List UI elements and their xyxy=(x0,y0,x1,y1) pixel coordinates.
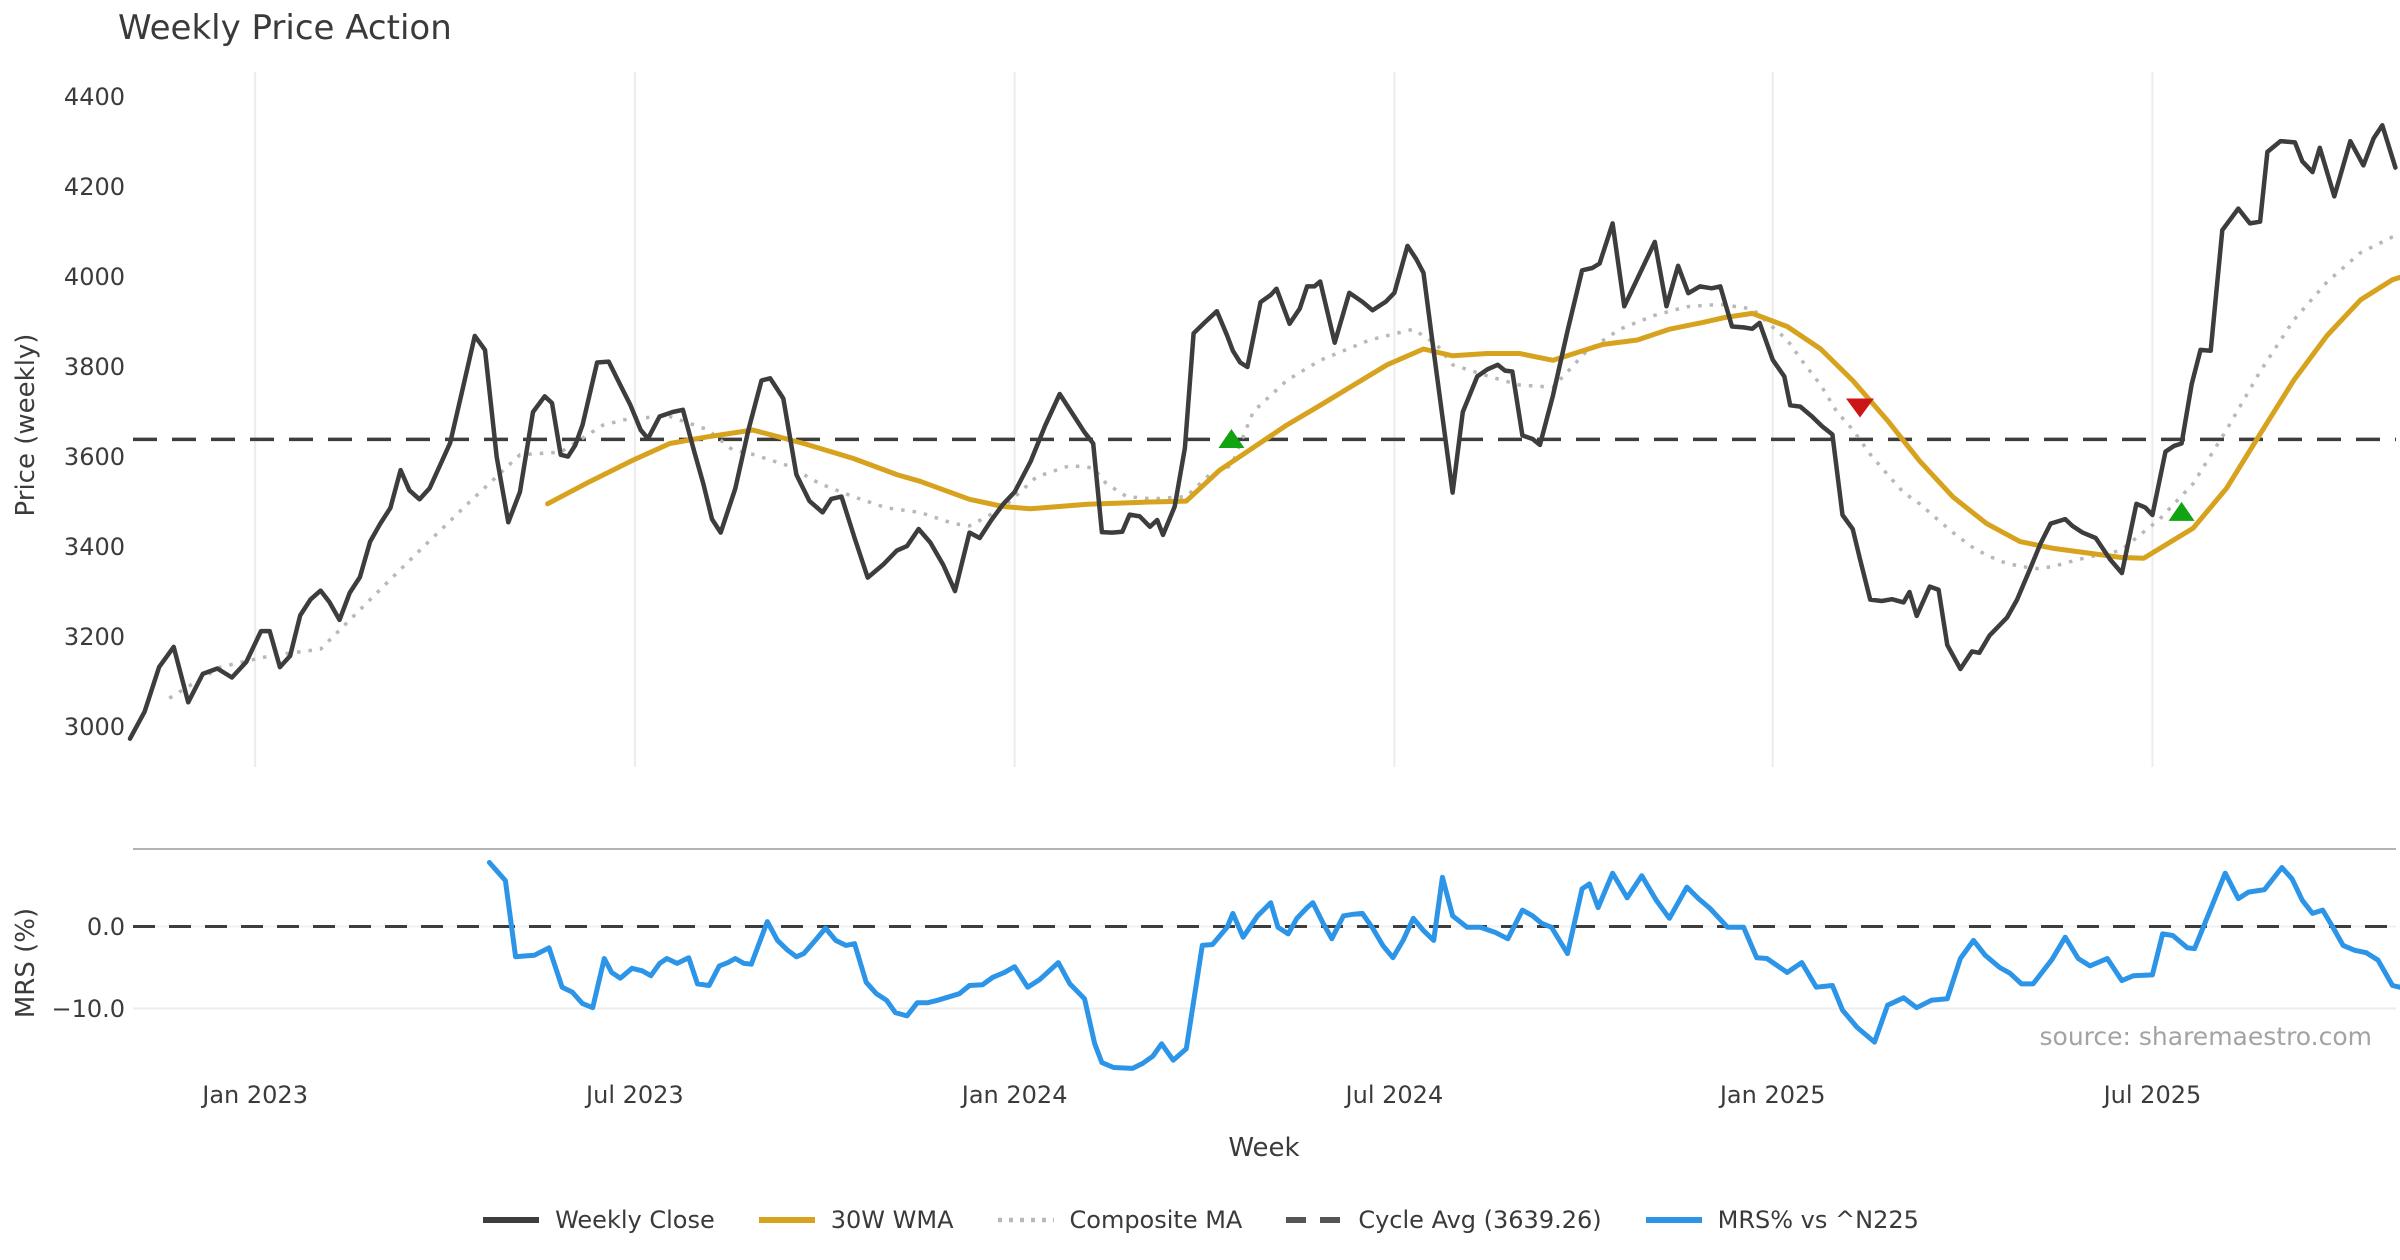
price-ytick-3600: 3600 xyxy=(63,443,125,471)
legend-label: Weekly Close xyxy=(555,1206,715,1234)
legend-swatch-solid xyxy=(758,1217,815,1223)
legend-label: MRS% vs ^N225 xyxy=(1717,1206,1919,1234)
legend-item-composite-ma: Composite MA xyxy=(996,1206,1243,1234)
source-attribution: source: sharemaestro.com xyxy=(2039,1022,2373,1051)
legend-swatch-dotted xyxy=(997,1217,1054,1223)
mrs-ytick--10: −10.0 xyxy=(51,994,125,1023)
legend-item-30w-wma: 30W WMA xyxy=(757,1206,954,1234)
weekly-close-line xyxy=(127,123,2398,741)
mrs-line xyxy=(486,860,2400,1071)
x-tick-jan-2024: Jan 2024 xyxy=(961,1081,1068,1109)
x-axis-label: Week xyxy=(1228,1133,1300,1163)
buy-signal-marker xyxy=(1218,429,1245,448)
x-tick-jul-2025: Jul 2025 xyxy=(2103,1081,2202,1109)
x-tick-jul-2024: Jul 2024 xyxy=(1345,1081,1444,1109)
x-tick-jul-2023: Jul 2023 xyxy=(586,1081,684,1109)
x-tick-jan-2023: Jan 2023 xyxy=(202,1081,308,1109)
legend-swatch-solid xyxy=(483,1217,540,1223)
legend-label: Cycle Avg (3639.26) xyxy=(1358,1206,1602,1234)
price-ytick-4200: 4200 xyxy=(63,173,125,201)
legend-swatch-dashed xyxy=(1286,1217,1343,1223)
chart-title: Weekly Price Action xyxy=(118,8,452,48)
composite-ma-line xyxy=(168,233,2400,700)
buy-signal-marker xyxy=(2168,501,2195,521)
price-ytick-3000: 3000 xyxy=(63,713,125,741)
price-ytick-3800: 3800 xyxy=(63,353,125,381)
price-ytick-4400: 4400 xyxy=(63,83,125,111)
wma-30w-line xyxy=(545,274,2400,561)
mrs-ytick-0: 0.0 xyxy=(86,912,125,941)
legend-label: Composite MA xyxy=(1069,1206,1243,1234)
price-ytick-3200: 3200 xyxy=(63,623,125,651)
legend-item-weekly-close: Weekly Close xyxy=(481,1206,715,1234)
legend-item-mrs-vs-n225: MRS% vs ^N225 xyxy=(1644,1206,1919,1234)
legend-item-cycle-avg-3639-26-: Cycle Avg (3639.26) xyxy=(1284,1206,1602,1234)
x-tick-jan-2025: Jan 2025 xyxy=(1719,1081,1826,1109)
mrs-axis-label: MRS (%) xyxy=(11,907,41,1019)
legend-label: 30W WMA xyxy=(830,1206,954,1234)
price-ytick-4000: 4000 xyxy=(63,263,125,291)
sell-signal-marker xyxy=(1845,398,1874,418)
price-ytick-3400: 3400 xyxy=(63,533,125,561)
legend-swatch-solid xyxy=(1645,1217,1702,1223)
chart-legend: Weekly Close 30W WMA Composite MA Cycle Avg… xyxy=(0,1206,2400,1234)
